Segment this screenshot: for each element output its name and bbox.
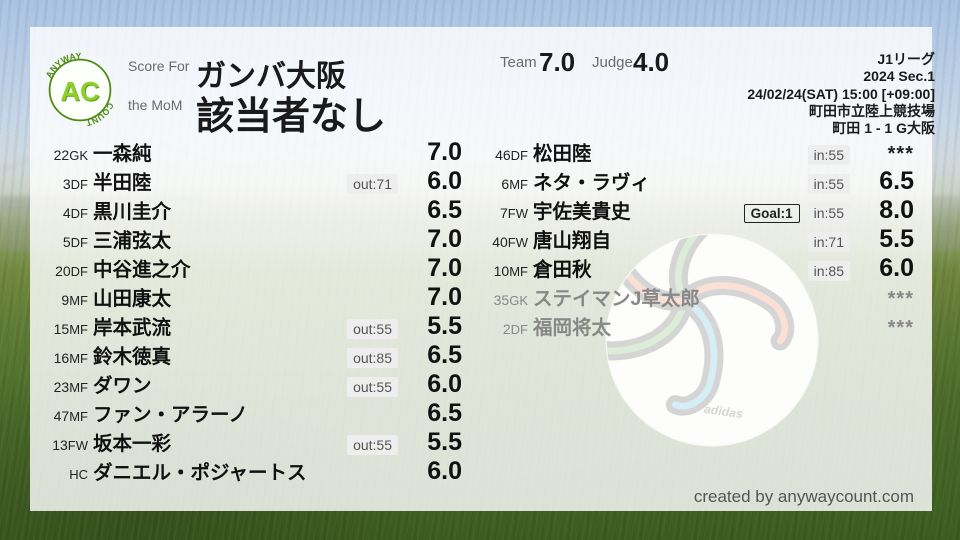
svg-text:AC: AC: [60, 75, 99, 106]
